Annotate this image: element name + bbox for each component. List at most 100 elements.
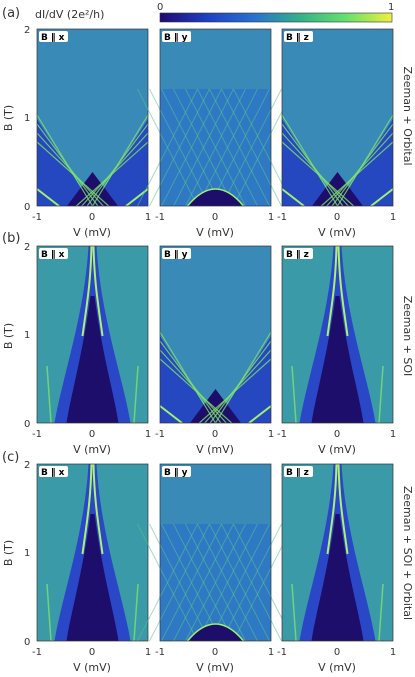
y-tick-1: 1 — [24, 113, 30, 124]
panel-label: B ∥ x — [41, 468, 65, 478]
resonance-line — [92, 463, 104, 555]
cone-region — [160, 336, 271, 423]
plot-frame — [36, 245, 149, 424]
y-tick-2: 2 — [24, 460, 30, 471]
fringe-line — [221, 88, 282, 207]
resonance-line — [281, 123, 344, 207]
panel-badge-bg — [39, 248, 68, 259]
fringe-line — [161, 88, 222, 207]
panel-label: B ∥ z — [286, 468, 309, 478]
x-axis-label: V (mV) — [196, 226, 234, 239]
x-tick-1: 1 — [145, 212, 151, 223]
y-tick-0: 0 — [24, 419, 30, 430]
plot-frame — [36, 28, 149, 207]
fringe-line — [209, 88, 270, 207]
panel-c-x: B ∥ x 2 1 0 -1 0 1 V (mV) — [24, 460, 151, 674]
colorbar-label: dI/dV (2e²/h) — [35, 8, 104, 21]
y-tick-0: 0 — [24, 202, 30, 213]
panel-label: B ∥ y — [164, 250, 188, 260]
fringe-line — [173, 88, 234, 207]
resonance-line — [291, 583, 297, 642]
fringe-line — [197, 523, 258, 642]
resonance-line — [370, 188, 394, 207]
x-tick-0: 0 — [89, 647, 95, 658]
fringe-line — [161, 523, 222, 642]
x-axis-label: V (mV) — [73, 661, 111, 674]
resonance-line — [378, 365, 384, 424]
resonance-line — [36, 123, 99, 207]
x-tick-neg1: -1 — [155, 647, 165, 658]
resonance-line — [281, 188, 305, 207]
fringe-line — [221, 523, 282, 642]
x-tick-neg1: -1 — [277, 212, 287, 223]
gap-region — [66, 514, 119, 641]
panel-b-z: B ∥ z -1 0 1 V (mV) — [277, 245, 396, 456]
panel-b-y: B ∥ y -1 0 1 V (mV) — [155, 245, 274, 456]
resonance-line — [81, 463, 93, 555]
panel-badge-bg — [39, 31, 68, 42]
x-tick-1: 1 — [390, 429, 396, 440]
x-axis-label: V (mV) — [318, 226, 356, 239]
x-tick-1: 1 — [390, 212, 396, 223]
resonance-line — [133, 365, 139, 424]
resonance-line — [92, 245, 104, 337]
x-axis-label: V (mV) — [196, 443, 234, 456]
plot-frame — [159, 245, 272, 424]
gap-region — [311, 296, 364, 423]
resonance-line — [198, 358, 272, 424]
resonance-line — [186, 188, 245, 207]
gap-region — [190, 389, 241, 423]
x-tick-0: 0 — [212, 212, 218, 223]
gap-region — [66, 296, 119, 423]
x-tick-neg1: -1 — [155, 429, 165, 440]
x-tick-0: 0 — [212, 429, 218, 440]
resonance-line — [81, 132, 149, 207]
x-tick-neg1: -1 — [277, 429, 287, 440]
y-tick-1: 1 — [24, 548, 30, 559]
gap-region — [67, 172, 118, 206]
resonance-line — [75, 141, 149, 207]
resonance-line — [281, 141, 355, 207]
panel-label: B ∥ y — [164, 468, 188, 478]
x-tick-1: 1 — [268, 647, 274, 658]
x-axis-label: V (mV) — [196, 661, 234, 674]
fringe-line — [185, 88, 246, 207]
fringe-line — [185, 523, 246, 642]
x-tick-0: 0 — [212, 647, 218, 658]
row-label-a: (a) — [2, 6, 20, 21]
panel-label: B ∥ x — [41, 250, 65, 260]
panel-badge-bg — [284, 466, 313, 477]
colorbar-min-label: 0 — [157, 2, 163, 13]
y-tick-2: 2 — [24, 242, 30, 253]
panel-badge-bg — [162, 466, 191, 477]
resonance-line — [46, 583, 52, 642]
row-title-c: Zeeman + SOI + Orbital — [401, 486, 414, 620]
fringe-line — [137, 88, 198, 207]
resonance-line — [36, 141, 110, 207]
y-tick-1: 1 — [24, 330, 30, 341]
fringe-line — [173, 523, 234, 642]
plot-frame — [159, 463, 272, 642]
resonance-line — [209, 340, 272, 424]
fringe-line — [209, 523, 270, 642]
resonance-line — [337, 245, 349, 337]
y-tick-0: 0 — [24, 637, 30, 648]
x-tick-1: 1 — [268, 212, 274, 223]
resonance-line — [326, 132, 394, 207]
resonance-line — [320, 141, 394, 207]
x-tick-0: 0 — [89, 212, 95, 223]
row-c: (c) Zeeman + SOI + Orbital B (T) B ∥ x 2… — [2, 450, 414, 674]
y-axis-label: B (T) — [2, 105, 15, 131]
resonance-line — [326, 463, 338, 555]
resonance-line — [159, 340, 222, 424]
panel-a-z: B ∥ z -1 0 1 V (mV) — [277, 28, 396, 239]
panel-label: B ∥ y — [164, 33, 188, 43]
x-tick-0: 0 — [334, 647, 340, 658]
x-tick-neg1: -1 — [155, 212, 165, 223]
x-axis-label: V (mV) — [318, 443, 356, 456]
row-label-b: (b) — [2, 231, 20, 246]
panel-badge-bg — [162, 248, 191, 259]
panel-c-y: B ∥ y -1 0 1 V (mV) — [137, 463, 294, 674]
row-a: (a) Zeeman + Orbital B (T) B ∥ x 2 1 0 -… — [2, 6, 414, 239]
